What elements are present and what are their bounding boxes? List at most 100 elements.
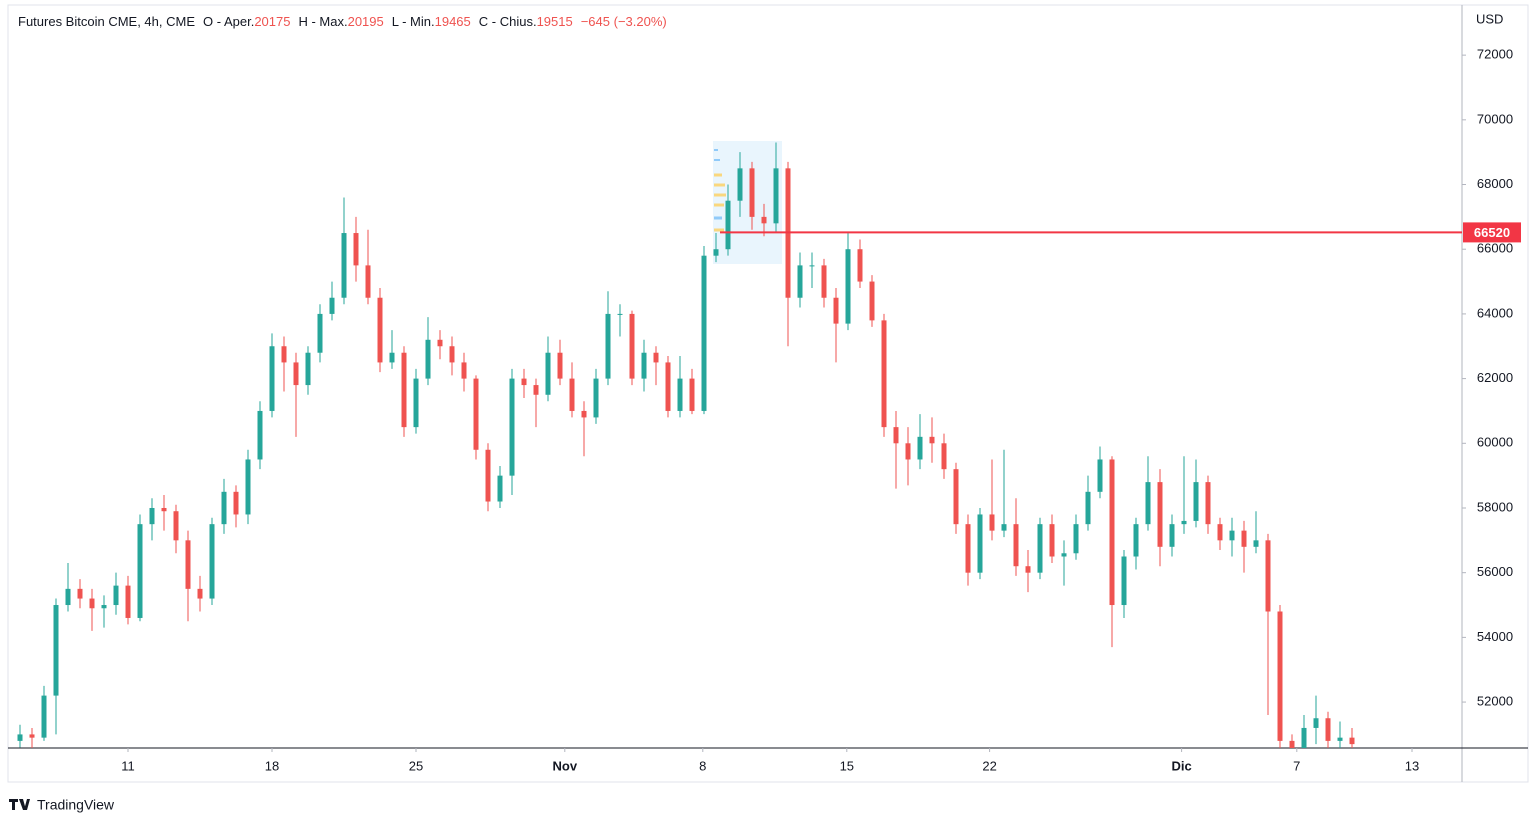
candle-body [581, 410, 587, 418]
candle-body [1181, 520, 1187, 525]
x-tick-label: 15 [840, 758, 854, 773]
candle-body [833, 297, 839, 324]
candle-body [569, 378, 575, 411]
candle-body [605, 313, 611, 379]
x-tick-label: Dic [1171, 758, 1191, 773]
candle-body [137, 524, 143, 618]
candle-body [965, 524, 971, 573]
candle-body [941, 443, 947, 470]
candle-body [389, 352, 395, 363]
candle-body [317, 313, 323, 353]
volume-profile-zone [713, 141, 782, 264]
candle-body [953, 469, 959, 525]
candle-body [869, 281, 875, 321]
candle-body [1157, 482, 1163, 547]
candle-body [761, 216, 767, 224]
x-tick-label: 25 [409, 758, 423, 773]
candle-body [1145, 482, 1151, 525]
y-tick-label: 58000 [1477, 499, 1513, 514]
candle-body [749, 168, 755, 217]
candle-body [905, 443, 911, 460]
candle-body [497, 475, 503, 502]
candle-body [1337, 737, 1343, 741]
candle-body [1049, 524, 1055, 557]
candle-body [917, 436, 923, 460]
x-tick-label: 22 [982, 758, 996, 773]
candle-body [437, 339, 443, 347]
x-tick-label: 18 [265, 758, 279, 773]
candle-body [641, 352, 647, 379]
candle-body [713, 249, 719, 256]
candle-body [341, 233, 347, 298]
candle-body [461, 362, 467, 379]
candle-body [521, 378, 527, 386]
candle-body [77, 588, 83, 599]
chart-frame [7, 4, 1529, 783]
candle-body [725, 200, 731, 250]
ohlc-value: 19465 [435, 14, 471, 29]
candle-body [1085, 491, 1091, 525]
candle-body [1301, 727, 1307, 748]
y-tick-label: 54000 [1477, 629, 1513, 644]
y-tick-label: 68000 [1477, 176, 1513, 191]
candle-body [197, 588, 203, 599]
candle-body [1193, 482, 1199, 521]
candle-body [617, 313, 623, 315]
x-tick-label: 7 [1293, 758, 1300, 773]
ohlc-label: C - Chius. [479, 14, 537, 29]
candle-body [629, 313, 635, 379]
symbol-title: Futures Bitcoin CME, 4h, CME [18, 14, 195, 29]
candle-body [281, 346, 287, 363]
candle-body [1061, 553, 1067, 557]
ohlc-value: 20175 [254, 14, 290, 29]
candle-body [533, 385, 539, 395]
candle-body [893, 427, 899, 444]
candle-body [1013, 524, 1019, 567]
candle-body [125, 585, 131, 618]
candle-body [545, 352, 551, 395]
candle-body [293, 362, 299, 386]
candle-body [1001, 524, 1007, 531]
candle-body [53, 605, 59, 696]
candle-body [89, 598, 95, 609]
volume-profile [714, 149, 726, 232]
candle-body [1133, 524, 1139, 557]
y-tick-label: 70000 [1477, 111, 1513, 126]
candle-body [1313, 718, 1319, 728]
candle-body [449, 346, 455, 363]
candle-body [377, 297, 383, 363]
candle-body [221, 491, 227, 525]
candle-body [1277, 611, 1283, 741]
candle-body [1097, 459, 1103, 492]
ohlc-value: 20195 [348, 14, 384, 29]
candle-body [689, 378, 695, 411]
candle-body [113, 585, 119, 606]
y-axis-unit: USD [1476, 11, 1503, 26]
candle-body [101, 605, 107, 609]
candle-body [401, 352, 407, 428]
ohlc-label: O - Aper. [203, 14, 254, 29]
candle-body [1241, 530, 1247, 547]
y-tick-label: 60000 [1477, 435, 1513, 450]
candle-body [1289, 740, 1295, 748]
candle-body [1253, 540, 1259, 547]
candle-body [881, 320, 887, 428]
candle-body [41, 695, 47, 738]
candle-body [65, 588, 71, 606]
brand-logo: TradingView [9, 797, 115, 813]
candle-body [557, 352, 563, 379]
change: −645 (−3.20%) [581, 14, 667, 29]
candle-body [1217, 524, 1223, 541]
candle-body [1109, 459, 1115, 606]
candle-body [773, 168, 779, 224]
candle-body [305, 352, 311, 386]
candle-body [1265, 540, 1271, 612]
y-tick-label: 72000 [1477, 47, 1513, 62]
y-tick-label: 64000 [1477, 305, 1513, 320]
candle-body [161, 507, 167, 512]
candle-body [929, 436, 935, 444]
candle-body [185, 540, 191, 589]
candle-body [17, 734, 23, 741]
candle-body [1121, 556, 1127, 606]
